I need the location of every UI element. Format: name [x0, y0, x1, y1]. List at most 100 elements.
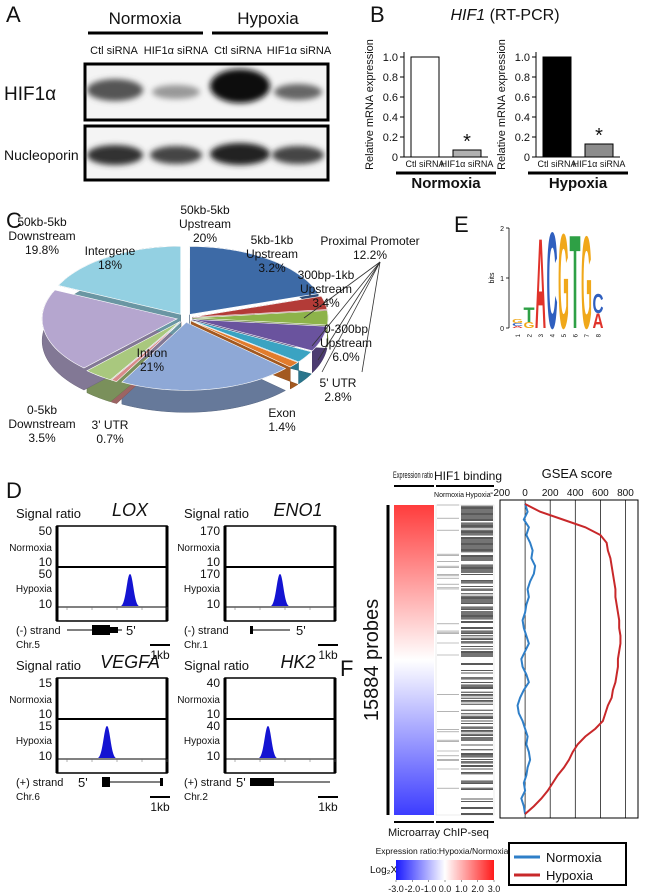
pie-slice	[86, 321, 181, 381]
group-label: Normoxia	[411, 175, 481, 192]
logo-letter: C	[547, 203, 558, 358]
pie-label-text: 19.8%	[24, 243, 60, 257]
logo-letter: A	[535, 213, 546, 356]
significance-mark: *	[595, 125, 603, 147]
signal-label: Signal ratio	[184, 658, 249, 673]
pie-slice	[192, 310, 329, 326]
pie-label-text: 300bp-1kb Upstream	[297, 268, 355, 296]
pie-label: 0-5kb Downstream 3.5%	[2, 403, 82, 445]
y-tick-label: 1.0	[515, 52, 530, 64]
pie-label-text: 2.8%	[324, 390, 352, 404]
panel-label: D	[6, 478, 22, 503]
gene-name: LOX	[112, 500, 149, 520]
pie-label-text: 3.2%	[258, 261, 286, 275]
y-tick-label: 1	[500, 276, 504, 283]
condition-label: Normoxia	[109, 9, 182, 28]
pie-label: 0-300bp Upstream 6.0%	[306, 322, 386, 364]
x-tick-label: 1	[516, 333, 522, 337]
strand-label: (-) strand	[16, 625, 61, 637]
panel-label: A	[6, 2, 21, 27]
column-header: Normoxia	[434, 492, 464, 499]
pie-label: 50kb-5kb Upstream 20%	[165, 203, 245, 245]
leader-line	[311, 261, 381, 347]
leader-line	[317, 261, 381, 361]
colorbar-label: Log₂X	[370, 865, 398, 876]
y-tick-label: 0.6	[515, 92, 530, 104]
y-axis-label: bits	[489, 272, 496, 283]
x-tick-label: 2	[527, 333, 533, 337]
rtpcr-method: (RT-PCR)	[490, 7, 560, 24]
row-label: HIF1α	[4, 84, 56, 105]
scale-label: 1kb	[318, 800, 338, 814]
footer-label: ChIP-seq	[443, 827, 489, 839]
pie-slice	[192, 318, 328, 352]
gene-name: VEGFA	[100, 652, 160, 672]
track-label: Hypoxia	[184, 584, 221, 595]
gene-exon	[250, 626, 253, 634]
pie-label: 300bp-1kb Upstream 3.4%	[281, 268, 371, 310]
pie-label: Intron 21%	[122, 346, 182, 374]
panel-label: B	[370, 2, 385, 27]
track-tick: 170	[200, 567, 220, 581]
logo-letter: T	[570, 209, 581, 358]
bar	[452, 149, 482, 158]
pie-label-text: 18%	[97, 258, 123, 272]
five-prime-label: 5'	[296, 623, 306, 638]
colorbar	[396, 860, 494, 880]
track-tick: 10	[39, 555, 53, 569]
row-label: Nucleoporin	[4, 147, 79, 163]
y-tick-label: 0.8	[515, 72, 530, 84]
gene-exon	[102, 777, 110, 787]
chr-label: Chr.1	[184, 640, 208, 651]
track-label: Normoxia	[9, 543, 52, 554]
strand-label: (-) strand	[184, 625, 229, 637]
track-tick: 10	[207, 749, 221, 763]
logo-letter: G	[512, 318, 523, 324]
y-tick-label: 0.2	[515, 132, 530, 144]
y-tick-label: 2	[500, 226, 504, 233]
pie-label: Proximal Promoter 12.2%	[305, 234, 435, 262]
x-tick-label: 800	[617, 488, 634, 499]
pie-slice	[189, 246, 319, 315]
blot-band	[87, 145, 143, 165]
colorbar-tick-label: -2.0	[405, 884, 421, 894]
track-tick: 10	[39, 597, 53, 611]
signal-label: Signal ratio	[184, 506, 249, 521]
strand-label: (+) strand	[184, 777, 231, 789]
pie-label: 5kb-1kb Upstream 3.2%	[232, 233, 312, 275]
chr-label: Chr.6	[16, 792, 40, 803]
chr-label: Chr.2	[184, 792, 208, 803]
track-label: Normoxia	[9, 695, 52, 706]
x-tick-label: 6	[573, 333, 579, 337]
pie-label: Exon 1.4%	[252, 406, 312, 434]
condition-label: Hypoxia	[237, 9, 299, 28]
pie-label-text: 21%	[139, 360, 165, 374]
track-tick: 10	[207, 707, 221, 721]
signal-peak	[121, 574, 139, 606]
blot-band	[272, 146, 324, 164]
colorbar-tick-label: -3.0	[388, 884, 404, 894]
logo-letter: C	[512, 323, 523, 327]
x-tick-label: 4	[550, 333, 556, 337]
group-label: Hypoxia	[549, 175, 608, 192]
y-tick-label: 0.4	[515, 112, 530, 124]
blot-band	[210, 143, 270, 165]
x-tick-label: 5	[562, 333, 568, 337]
signal-label: Signal ratio	[16, 506, 81, 521]
leader-line	[361, 261, 381, 373]
pie-label-text: 5kb-1kb Upstream	[245, 233, 298, 261]
pie-label: 50kb-5kb Downstream 19.8%	[0, 215, 87, 257]
track-label: Normoxia	[177, 543, 220, 554]
strand-label: (+) strand	[16, 777, 63, 789]
gene-exon	[160, 778, 163, 786]
signal-peak	[98, 726, 116, 758]
scale-label: 1kb	[150, 800, 170, 814]
colorbar-tick-label: 2.0	[471, 884, 484, 894]
x-tick-label: Ctl siRNA	[537, 159, 576, 169]
blot-band	[210, 69, 270, 103]
logo-letter: C	[593, 288, 604, 319]
y-tick-label: 0.2	[383, 132, 398, 144]
x-tick-label: HIF1α siRNA	[573, 159, 626, 169]
